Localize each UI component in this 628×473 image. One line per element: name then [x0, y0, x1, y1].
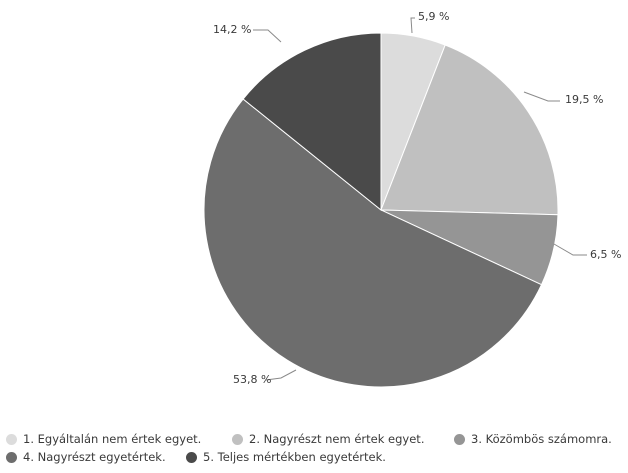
legend-swatch-2 [232, 433, 243, 445]
leader-line-5 [253, 29, 282, 43]
legend-swatch-1 [6, 433, 17, 445]
legend-item-1: 1. Egyáltalán nem értek egyet. [6, 432, 232, 446]
legend-item-2: 2. Nagyrészt nem értek egyet. [232, 432, 454, 446]
legend-label-2: 2. Nagyrészt nem értek egyet. [249, 432, 425, 446]
legend-item-3: 3. Közömbös számomra. [454, 432, 612, 446]
leader-line-4 [265, 369, 297, 381]
legend-swatch-5 [186, 451, 197, 463]
data-label-5: 14,2 % [213, 23, 251, 36]
legend-row-2: 4. Nagyrészt egyetértek. 5. Teljes mérté… [6, 448, 626, 466]
data-label-3: 6,5 % [590, 248, 621, 261]
legend: 1. Egyáltalán nem értek egyet. 2. Nagyré… [6, 430, 626, 466]
pie-slice-5 [242, 32, 382, 212]
leader-line-3 [553, 243, 587, 256]
legend-item-4: 4. Nagyrészt egyetértek. [6, 450, 186, 464]
leader-line-2 [523, 91, 560, 102]
legend-item-5: 5. Teljes mértékben egyetértek. [186, 450, 386, 464]
leader-line-1 [410, 17, 415, 34]
legend-row-1: 1. Egyáltalán nem értek egyet. 2. Nagyré… [6, 430, 626, 448]
pie-slice-2 [380, 44, 559, 216]
legend-label-1: 1. Egyáltalán nem értek egyet. [23, 432, 202, 446]
data-label-4: 53,8 % [233, 373, 271, 386]
legend-label-4: 4. Nagyrészt egyetértek. [23, 450, 166, 464]
legend-label-5: 5. Teljes mértékben egyetértek. [203, 450, 386, 464]
pie-slice-4 [203, 98, 543, 388]
legend-swatch-3 [454, 433, 465, 445]
data-label-1: 5,9 % [418, 10, 449, 23]
legend-swatch-4 [6, 451, 17, 463]
legend-label-3: 3. Közömbös számomra. [471, 432, 612, 446]
data-label-2: 19,5 % [565, 93, 603, 106]
